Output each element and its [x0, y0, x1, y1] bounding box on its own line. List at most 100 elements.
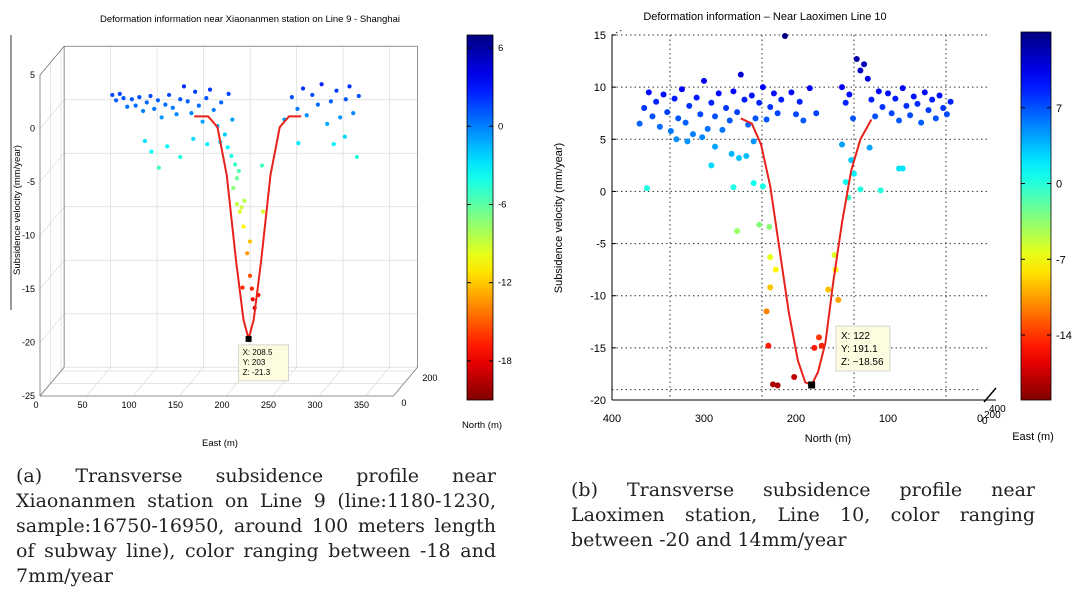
data-point — [689, 131, 696, 138]
chart-b: 15 10 5 0 -5 -10 -15 -20 400 300 200 100 0 0 200 400 X: … — [540, 0, 1079, 450]
grid-line — [39, 206, 418, 236]
x-tick-label: 400 — [603, 413, 621, 425]
data-point — [641, 105, 648, 111]
data-point — [734, 228, 741, 235]
data-point — [129, 97, 134, 102]
y-tick-label: 5 — [600, 134, 606, 146]
colorbar-tick-label: 7 — [1056, 103, 1062, 115]
data-point — [682, 119, 689, 126]
data-point — [159, 115, 164, 120]
data-point — [879, 103, 886, 110]
data-point — [240, 285, 245, 290]
data-point — [351, 111, 356, 116]
data-point — [708, 99, 715, 106]
data-point — [763, 308, 770, 315]
data-point — [910, 93, 917, 100]
data-point — [756, 221, 763, 228]
data-point — [204, 96, 209, 101]
grid-line — [272, 46, 297, 397]
grid-line — [179, 46, 204, 397]
data-point — [166, 92, 172, 98]
data-point — [811, 344, 818, 351]
data-point — [117, 91, 122, 96]
data-point — [163, 102, 168, 107]
data-point — [671, 95, 678, 102]
x-tick-label: 100 — [121, 400, 136, 410]
data-point — [723, 105, 730, 111]
data-point — [947, 98, 954, 105]
grid-line — [39, 45, 418, 76]
x-tick-label: 0 — [977, 413, 983, 425]
data-point — [704, 125, 711, 132]
data-point — [137, 94, 142, 100]
data-point — [728, 150, 735, 157]
datatip-z: Z: -21.3 — [243, 368, 271, 377]
data-point — [347, 84, 352, 89]
data-point — [149, 149, 154, 154]
grid-line — [60, 50, 415, 372]
data-point — [125, 104, 130, 109]
data-point — [245, 251, 250, 256]
fit-curve — [194, 115, 302, 343]
data-point — [226, 91, 231, 96]
data-point — [331, 142, 336, 147]
data-point — [853, 55, 860, 62]
data-point — [113, 98, 119, 103]
x-tick-label: 250 — [261, 400, 276, 410]
data-point — [770, 90, 777, 97]
axis-line — [39, 45, 65, 76]
data-point — [110, 92, 115, 98]
data-point — [850, 170, 857, 177]
data-point — [325, 121, 330, 126]
grid-line — [365, 46, 390, 397]
axis-line — [393, 366, 418, 397]
data-point — [234, 176, 240, 181]
x-tick-label: 100 — [879, 413, 897, 425]
colorbar-tick-label: 0 — [1056, 179, 1062, 191]
data-point — [653, 98, 660, 105]
data-point — [673, 136, 680, 143]
datatip-z: Z: −18.56 — [841, 357, 884, 368]
data-point — [241, 224, 246, 229]
data-point — [932, 115, 939, 122]
y-axis-label: Subsidence velocity (mm/year) — [553, 143, 565, 293]
data-point — [211, 107, 216, 113]
colorbar — [1020, 31, 1052, 401]
data-point — [861, 61, 868, 68]
data-point — [295, 106, 300, 111]
data-point — [791, 374, 798, 381]
data-point — [185, 99, 190, 104]
figure-caption-b: (b) Transverse subsidence profile near L… — [571, 479, 1035, 551]
data-point — [774, 110, 781, 117]
z-tick-label: -5 — [27, 177, 35, 187]
data-point — [174, 112, 179, 117]
z-tick-label: -10 — [22, 231, 35, 241]
data-point — [726, 117, 733, 124]
data-point — [774, 382, 781, 389]
data-point — [643, 185, 650, 192]
data-point — [319, 82, 324, 87]
data-point — [234, 201, 240, 207]
data-point — [684, 138, 691, 145]
colorbar-tick-label: -6 — [498, 199, 506, 210]
data-point — [304, 113, 309, 118]
z-tick-label: -25 — [22, 391, 35, 401]
datatip-x: X: 122 — [841, 331, 870, 342]
data-point — [816, 334, 822, 341]
data-point — [770, 381, 776, 388]
data-point — [678, 86, 685, 93]
data-point — [737, 71, 744, 78]
data-point — [767, 103, 774, 110]
data-point — [207, 87, 213, 92]
y-tick-label: -10 — [590, 291, 606, 303]
data-point — [857, 186, 864, 193]
east-axis-line — [983, 387, 997, 403]
data-point — [260, 209, 266, 214]
data-point — [675, 115, 682, 122]
east-tick-label: 200 — [984, 410, 1001, 421]
data-point — [236, 168, 241, 174]
colorbar-tick-label: 6 — [498, 43, 503, 54]
chart-title: Deformation information – Near Laoximen … — [643, 11, 886, 23]
data-point — [899, 165, 906, 172]
